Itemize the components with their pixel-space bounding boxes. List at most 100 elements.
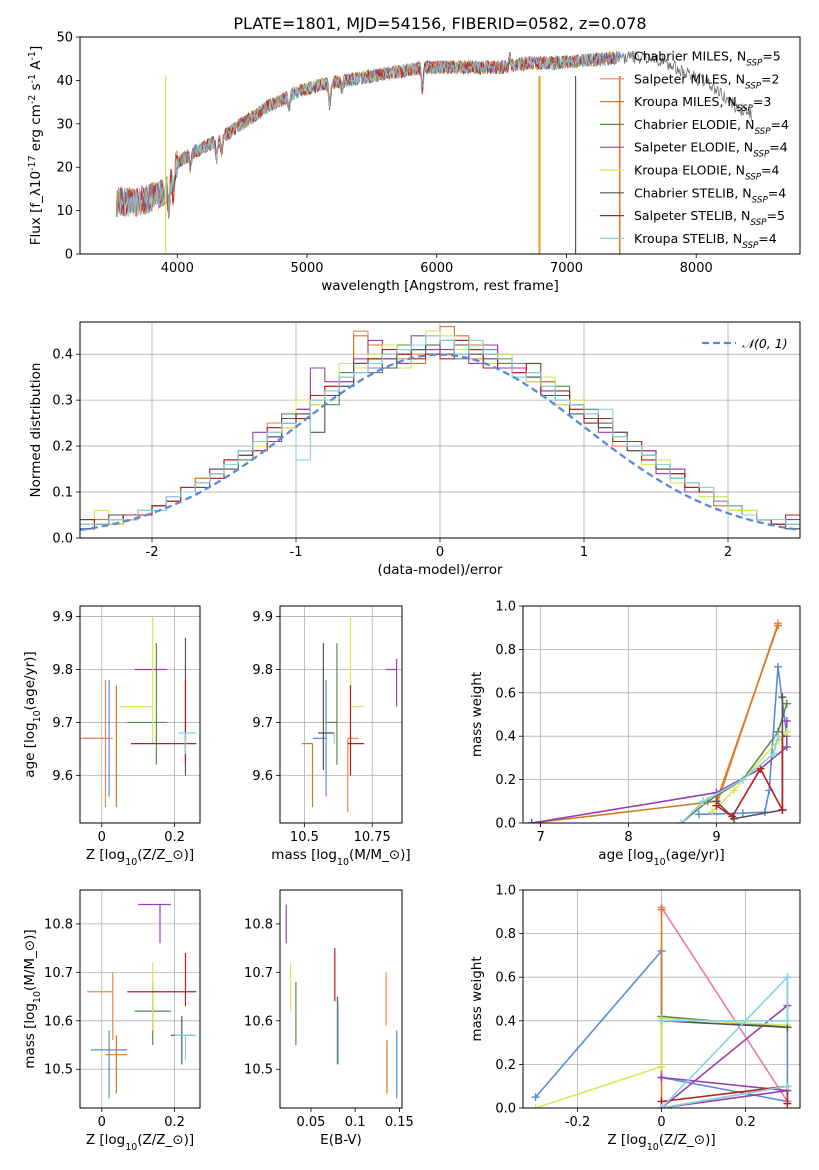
plot-area bbox=[531, 903, 792, 1108]
mass-weight-vs-age-panel: 7 8 9 0.0 0.2 0.4 0.6 0.8 1.0 age [log10(age/yr)]… bbox=[469, 600, 801, 868]
y-tick-label: 0.8 bbox=[495, 927, 516, 942]
y-tick-label: 0.6 bbox=[495, 686, 516, 701]
series-marker bbox=[699, 797, 708, 806]
y-tick-label: 0.4 bbox=[495, 730, 516, 745]
y-tick-label: 10 bbox=[56, 204, 73, 219]
x-tick-label: 0 bbox=[98, 830, 106, 845]
x-axis-label: (data-model)/error bbox=[377, 562, 503, 578]
data-point-chabrier-miles bbox=[312, 680, 327, 797]
series-marker bbox=[782, 743, 791, 752]
y-tick-label: 9.8 bbox=[52, 663, 73, 678]
plot-frame bbox=[522, 889, 801, 1109]
x-axis-label: age [log10(age/yr)] bbox=[598, 847, 724, 868]
x-tick-label: 0.05 bbox=[296, 1115, 325, 1130]
residuals-legend: 𝒩(0, 1) bbox=[702, 336, 788, 351]
series-marker bbox=[738, 809, 747, 818]
y-axis-label: Flux [f_λ10-17 erg cm-2 s-1 A-1] bbox=[27, 46, 45, 245]
series-marker bbox=[657, 1016, 666, 1025]
plot-area bbox=[527, 619, 791, 823]
y-tick-label: 9.7 bbox=[52, 716, 73, 731]
legend-entry: Chabrier MILES, NSSP=5 bbox=[634, 49, 781, 69]
series-marker bbox=[694, 810, 703, 819]
histogram-kroupa-stelib bbox=[80, 335, 800, 525]
plot-frame bbox=[79, 321, 801, 539]
series-marker bbox=[738, 775, 747, 784]
y-tick-label: 9.8 bbox=[252, 663, 273, 678]
x-tick-label: 0 bbox=[657, 1115, 665, 1130]
x-tick-label: 0.15 bbox=[385, 1115, 414, 1130]
y-tick-label: 10.6 bbox=[44, 1014, 73, 1029]
x-tick-label: 0.2 bbox=[164, 1115, 185, 1130]
plot-frame bbox=[279, 889, 403, 1109]
plot-area bbox=[80, 326, 800, 532]
series-chabrier-miles bbox=[694, 662, 791, 819]
legend-entry: Kroupa MILES, NSSP=3 bbox=[634, 94, 771, 114]
data-point-salpeter-stelib bbox=[127, 952, 197, 1007]
series-line bbox=[660, 1004, 788, 1108]
series-marker bbox=[708, 808, 717, 817]
y-tick-label: 0.4 bbox=[495, 1014, 516, 1029]
series-marker bbox=[782, 717, 791, 726]
series-marker bbox=[769, 749, 778, 758]
series-marker bbox=[778, 693, 787, 702]
series-marker bbox=[782, 699, 791, 708]
y-tick-label: 0.3 bbox=[52, 394, 73, 409]
plot-area bbox=[115, 50, 752, 254]
x-axis-label: Z [log10(Z/Z_⊙)] bbox=[607, 1132, 715, 1153]
series-marker bbox=[774, 732, 783, 741]
x-tick-label: -1 bbox=[290, 545, 303, 560]
data-point-chabrier-miles bbox=[90, 1030, 128, 1099]
y-tick-label: 0.0 bbox=[495, 817, 516, 832]
x-axis-label: E(B-V) bbox=[320, 1132, 362, 1148]
plot-frame bbox=[522, 605, 801, 824]
mass-vs-ebv-panel: 0.05 0.1 0.15 10.5 10.6 10.7 10.8 E(B-V) bbox=[244, 889, 414, 1148]
y-tick-label: 0.2 bbox=[495, 773, 516, 788]
y-axis-label: age [log10(age/yr)] bbox=[22, 651, 43, 777]
series-kroupa-stelib bbox=[657, 973, 792, 1108]
data-point-salpeter-miles bbox=[347, 737, 359, 813]
x-tick-label: 9 bbox=[712, 830, 720, 845]
y-tick-label: 9.6 bbox=[52, 769, 73, 784]
x-tick-label: 6000 bbox=[420, 261, 453, 276]
plot-area bbox=[301, 616, 398, 813]
y-tick-label: 10.5 bbox=[44, 1063, 73, 1078]
y-axis-label: mass weight bbox=[469, 672, 485, 757]
series-marker bbox=[782, 727, 791, 736]
plot-frame bbox=[279, 605, 403, 824]
series-marker bbox=[728, 812, 737, 821]
residuals-panel: -2 -1 0 1 2 0.0 0.1 0.2 0.3 0.4 (data-model)/error… bbox=[28, 321, 801, 578]
legend-entry: Kroupa STELIB, NSSP=4 bbox=[634, 231, 777, 251]
x-tick-label: 0 bbox=[98, 1115, 106, 1130]
series-marker bbox=[657, 1062, 666, 1071]
series-marker bbox=[677, 819, 686, 823]
series-marker bbox=[531, 1093, 540, 1102]
y-tick-label: 30 bbox=[56, 117, 73, 132]
series-line bbox=[660, 909, 788, 1108]
plot-frame bbox=[79, 605, 201, 824]
spectrum-panel: 4000 5000 6000 7000 8000 0 10 20 30 40 50 wavelengt… bbox=[27, 31, 801, 294]
series-marker bbox=[657, 905, 666, 914]
y-tick-label: 20 bbox=[56, 161, 73, 176]
legend-entry: 𝒩(0, 1) bbox=[742, 336, 788, 351]
y-tick-label: 10.8 bbox=[44, 917, 73, 932]
series-marker bbox=[531, 1104, 540, 1108]
y-axis-label: Normed distribution bbox=[28, 363, 44, 498]
x-tick-label: 1 bbox=[580, 545, 588, 560]
plot-frame bbox=[79, 36, 801, 255]
series-line bbox=[661, 1020, 788, 1029]
legend-entry: Salpeter ELODIE, NSSP=4 bbox=[634, 140, 788, 160]
legend-entry: Kroupa ELODIE, NSSP=4 bbox=[634, 163, 780, 183]
x-tick-label: 8000 bbox=[680, 261, 713, 276]
age-vs-metallicity-panel: 0 0.2 9.6 9.7 9.8 9.9 Z [log10(Z/Z_⊙)] age [log… bbox=[22, 605, 201, 868]
data-point-salpeter-elodie bbox=[138, 903, 171, 944]
series-marker bbox=[527, 819, 536, 823]
y-tick-label: 0 bbox=[65, 248, 73, 263]
y-tick-label: 0.2 bbox=[52, 440, 73, 455]
x-axis-label: Z [log10(Z/Z_⊙)] bbox=[86, 847, 194, 868]
x-tick-label: 0 bbox=[436, 545, 444, 560]
series-line bbox=[531, 625, 779, 823]
data-point-salpeter-miles bbox=[87, 972, 114, 1041]
plot-frame bbox=[79, 889, 201, 1109]
